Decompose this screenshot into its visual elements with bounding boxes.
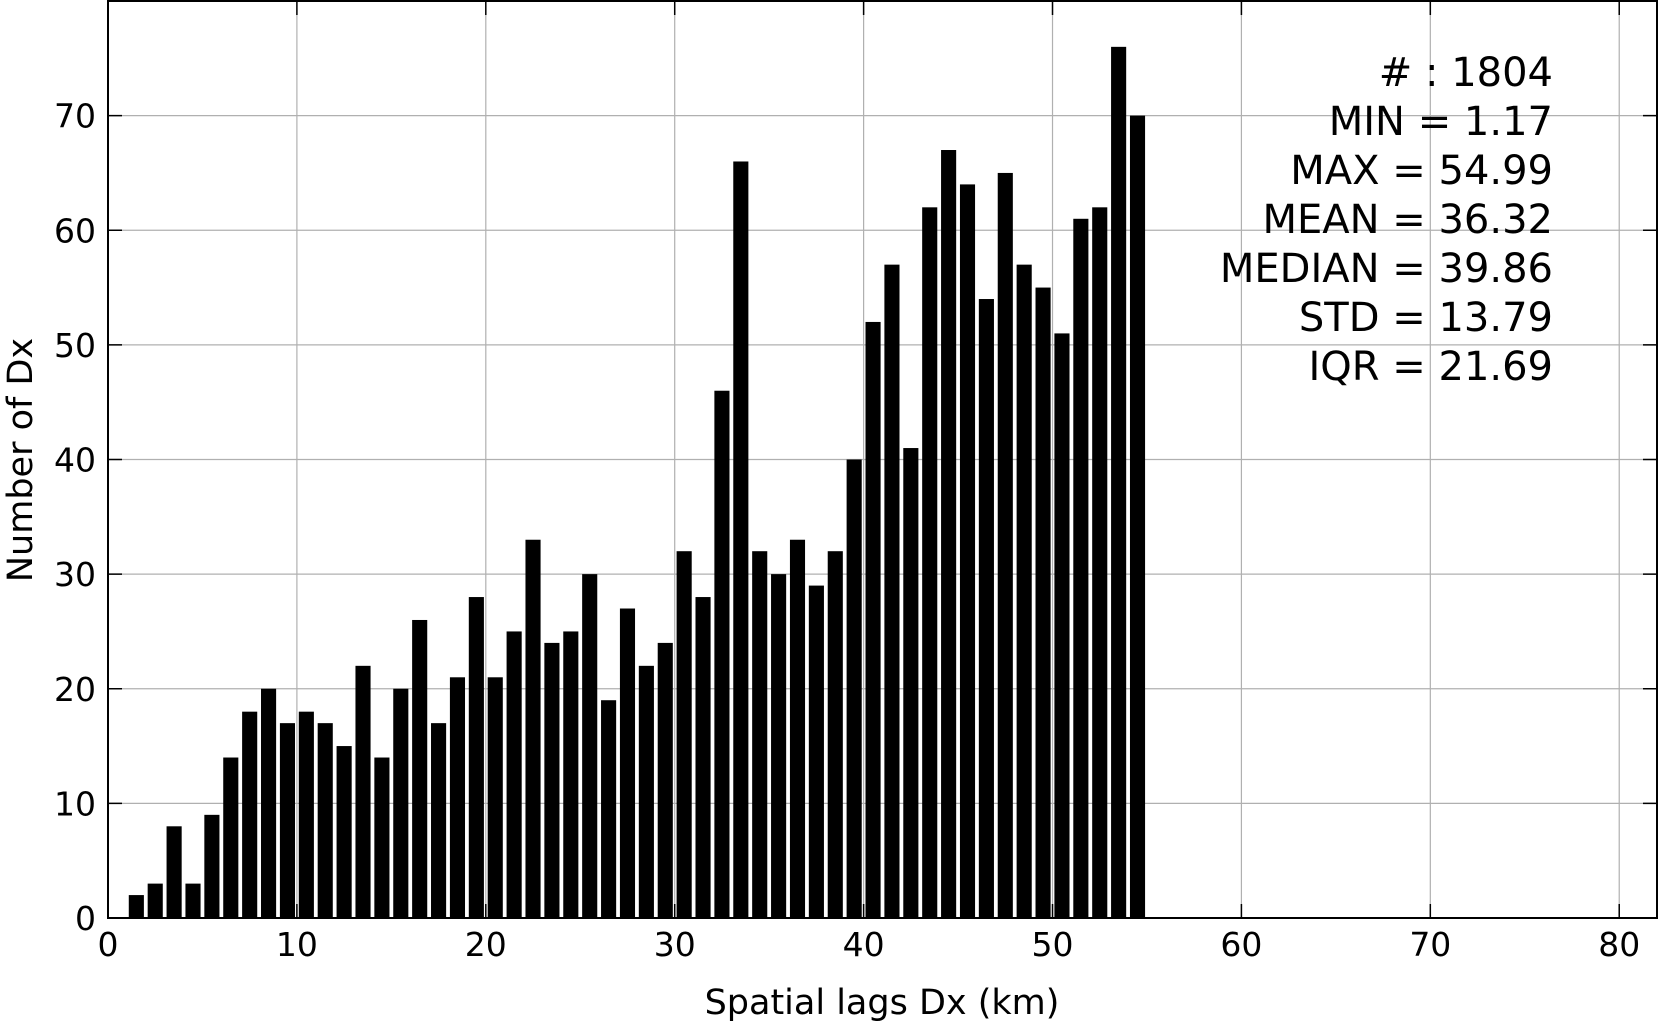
histogram-bar: [752, 551, 768, 918]
histogram-bar: [1035, 287, 1051, 918]
y-tick-label: 60: [54, 211, 96, 250]
histogram-bar: [808, 585, 824, 918]
histogram-bar: [959, 184, 976, 918]
x-tick-label: 30: [654, 925, 696, 964]
histogram-bar: [279, 723, 296, 918]
grid-lines: [108, 1, 1657, 918]
y-tick-label: 20: [54, 670, 96, 709]
y-tick-label: 30: [54, 555, 96, 594]
histogram-bar: [941, 150, 957, 918]
histogram-bar: [525, 539, 541, 918]
stat-line: STD = 13.79: [1299, 295, 1553, 341]
histogram-bar: [166, 826, 182, 918]
histogram-bar: [582, 574, 598, 919]
x-tick-label: 10: [276, 925, 318, 964]
plot-frame: [107, 0, 1658, 919]
y-tick-label: 70: [54, 97, 96, 136]
histogram-bar: [317, 723, 333, 918]
histogram-bar: [1129, 115, 1146, 919]
histogram-bar: [563, 631, 579, 918]
histogram-bar: [1016, 264, 1032, 918]
histogram-bar: [1092, 207, 1108, 918]
y-axis-label: Number of Dx: [1, 338, 41, 582]
stat-line: IQR = 21.69: [1308, 344, 1553, 390]
histogram-bar: [261, 688, 277, 918]
histogram-bar: [1054, 333, 1070, 918]
histogram-bar: [676, 551, 692, 918]
x-axis-label: Spatial lags Dx (km): [705, 983, 1060, 1023]
histogram-bar: [544, 642, 560, 918]
histogram-bar: [468, 597, 484, 918]
bars: [128, 46, 1146, 919]
histogram-bar: [997, 172, 1013, 918]
histogram-bar: [827, 551, 843, 918]
x-tick-label: 50: [1032, 925, 1074, 964]
histogram-bar: [619, 608, 636, 918]
stat-line: # : 1804: [1379, 50, 1553, 96]
axis-ticks: [107, 1, 1657, 919]
histogram-bar: [771, 574, 787, 919]
x-tick-label: 0: [98, 925, 119, 964]
tick-labels: 0 10 20 30 40 50 60 70 80 0 10 20 30 40 50 60 70: [54, 97, 1640, 964]
histogram-bar: [922, 207, 938, 918]
histogram-bar: [714, 390, 730, 919]
histogram-bar: [355, 665, 371, 918]
histogram-bar: [242, 711, 258, 918]
y-tick-label: 10: [54, 784, 96, 823]
histogram-bar: [657, 642, 673, 918]
histogram-bar: [431, 723, 447, 918]
y-tick-label: 50: [54, 326, 96, 365]
histogram-bar: [903, 448, 919, 918]
histogram-bar: [336, 746, 352, 918]
histogram-bar: [412, 619, 428, 918]
histogram-bar: [789, 539, 806, 918]
x-tick-label: 40: [843, 925, 885, 964]
histogram-bar: [185, 883, 201, 918]
y-tick-label: 0: [75, 899, 96, 938]
histogram-bar: [449, 677, 466, 918]
histogram-bar: [223, 757, 239, 918]
histogram-bar: [1111, 46, 1127, 919]
histogram-bar: [298, 711, 314, 918]
stat-line: MEDIAN = 39.86: [1220, 246, 1553, 292]
histogram-bar: [487, 677, 503, 918]
histogram-bar: [884, 264, 900, 918]
histogram-bar: [865, 321, 881, 918]
histogram-bar: [601, 700, 617, 918]
histogram-bar: [128, 895, 144, 918]
x-tick-label: 20: [465, 925, 507, 964]
histogram-bar: [733, 161, 749, 919]
x-tick-label: 70: [1409, 925, 1451, 964]
stat-line: MEAN = 36.32: [1262, 197, 1553, 243]
histogram-bar: [846, 459, 862, 918]
histogram-bar: [695, 597, 711, 918]
histogram-bar: [1073, 218, 1089, 919]
histogram-bar: [147, 883, 163, 918]
histogram-bar: [374, 757, 390, 918]
histogram-bar: [506, 631, 522, 918]
stat-line: MAX = 54.99: [1290, 148, 1553, 194]
stat-line: MIN = 1.17: [1329, 99, 1553, 145]
x-tick-label: 60: [1220, 925, 1262, 964]
x-tick-label: 80: [1598, 925, 1640, 964]
y-tick-label: 40: [54, 441, 96, 480]
histogram-bar: [978, 299, 994, 918]
histogram-bar: [638, 665, 654, 918]
histogram-bar: [393, 688, 409, 918]
histogram-bar: [204, 814, 220, 918]
